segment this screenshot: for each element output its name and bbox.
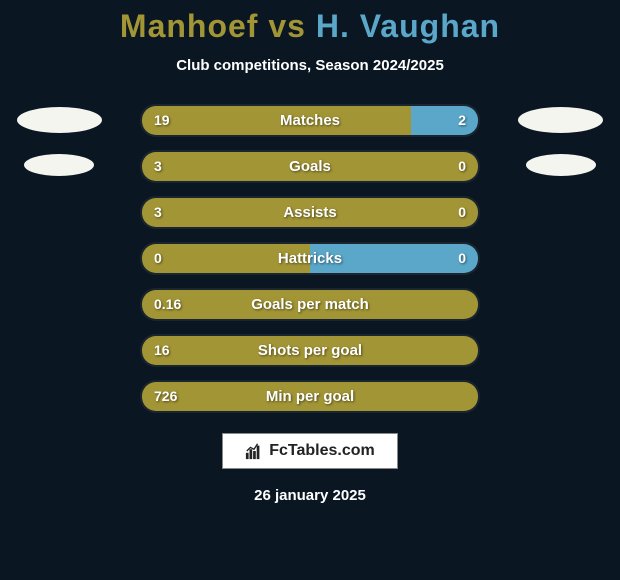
subtitle: Club competitions, Season 2024/2025 [176,57,444,74]
title-player1: Manhoef [120,8,259,44]
chart-icon [245,442,263,460]
badge-placeholder-right-1 [518,107,603,133]
stat-bar-row: 726Min per goal [140,380,480,413]
stat-bar-row: 30Assists [140,196,480,229]
stat-label: Matches [142,106,478,135]
stat-bar-row: 192Matches [140,104,480,137]
stat-label: Assists [142,198,478,227]
stat-label: Min per goal [142,382,478,411]
comparison-infographic: Manhoef vs H. Vaughan Club competitions,… [0,0,620,580]
badge-placeholder-right-2 [526,154,596,176]
badge-placeholder-left-2 [24,154,94,176]
title-vs: vs [268,8,306,44]
stat-bar-row: 16Shots per goal [140,334,480,367]
stat-label: Hattricks [142,244,478,273]
page-title: Manhoef vs H. Vaughan [120,8,500,45]
stat-bars: 192Matches 30Goals 30Assists 00Hattricks 0.1… [140,104,480,413]
stat-label: Shots per goal [142,336,478,365]
footer-brand-text: FcTables.com [269,442,375,460]
stat-label: Goals per match [142,290,478,319]
stat-bar-row: 0.16Goals per match [140,288,480,321]
stat-label: Goals [142,152,478,181]
badge-placeholder-left-1 [17,107,102,133]
footer-brand: FcTables.com [222,433,398,469]
stat-bar-row: 00Hattricks [140,242,480,275]
date: 26 january 2025 [254,487,366,504]
chart-area: 192Matches 30Goals 30Assists 00Hattricks 0.1… [0,104,620,413]
title-player2: H. Vaughan [316,8,500,44]
stat-bar-row: 30Goals [140,150,480,183]
